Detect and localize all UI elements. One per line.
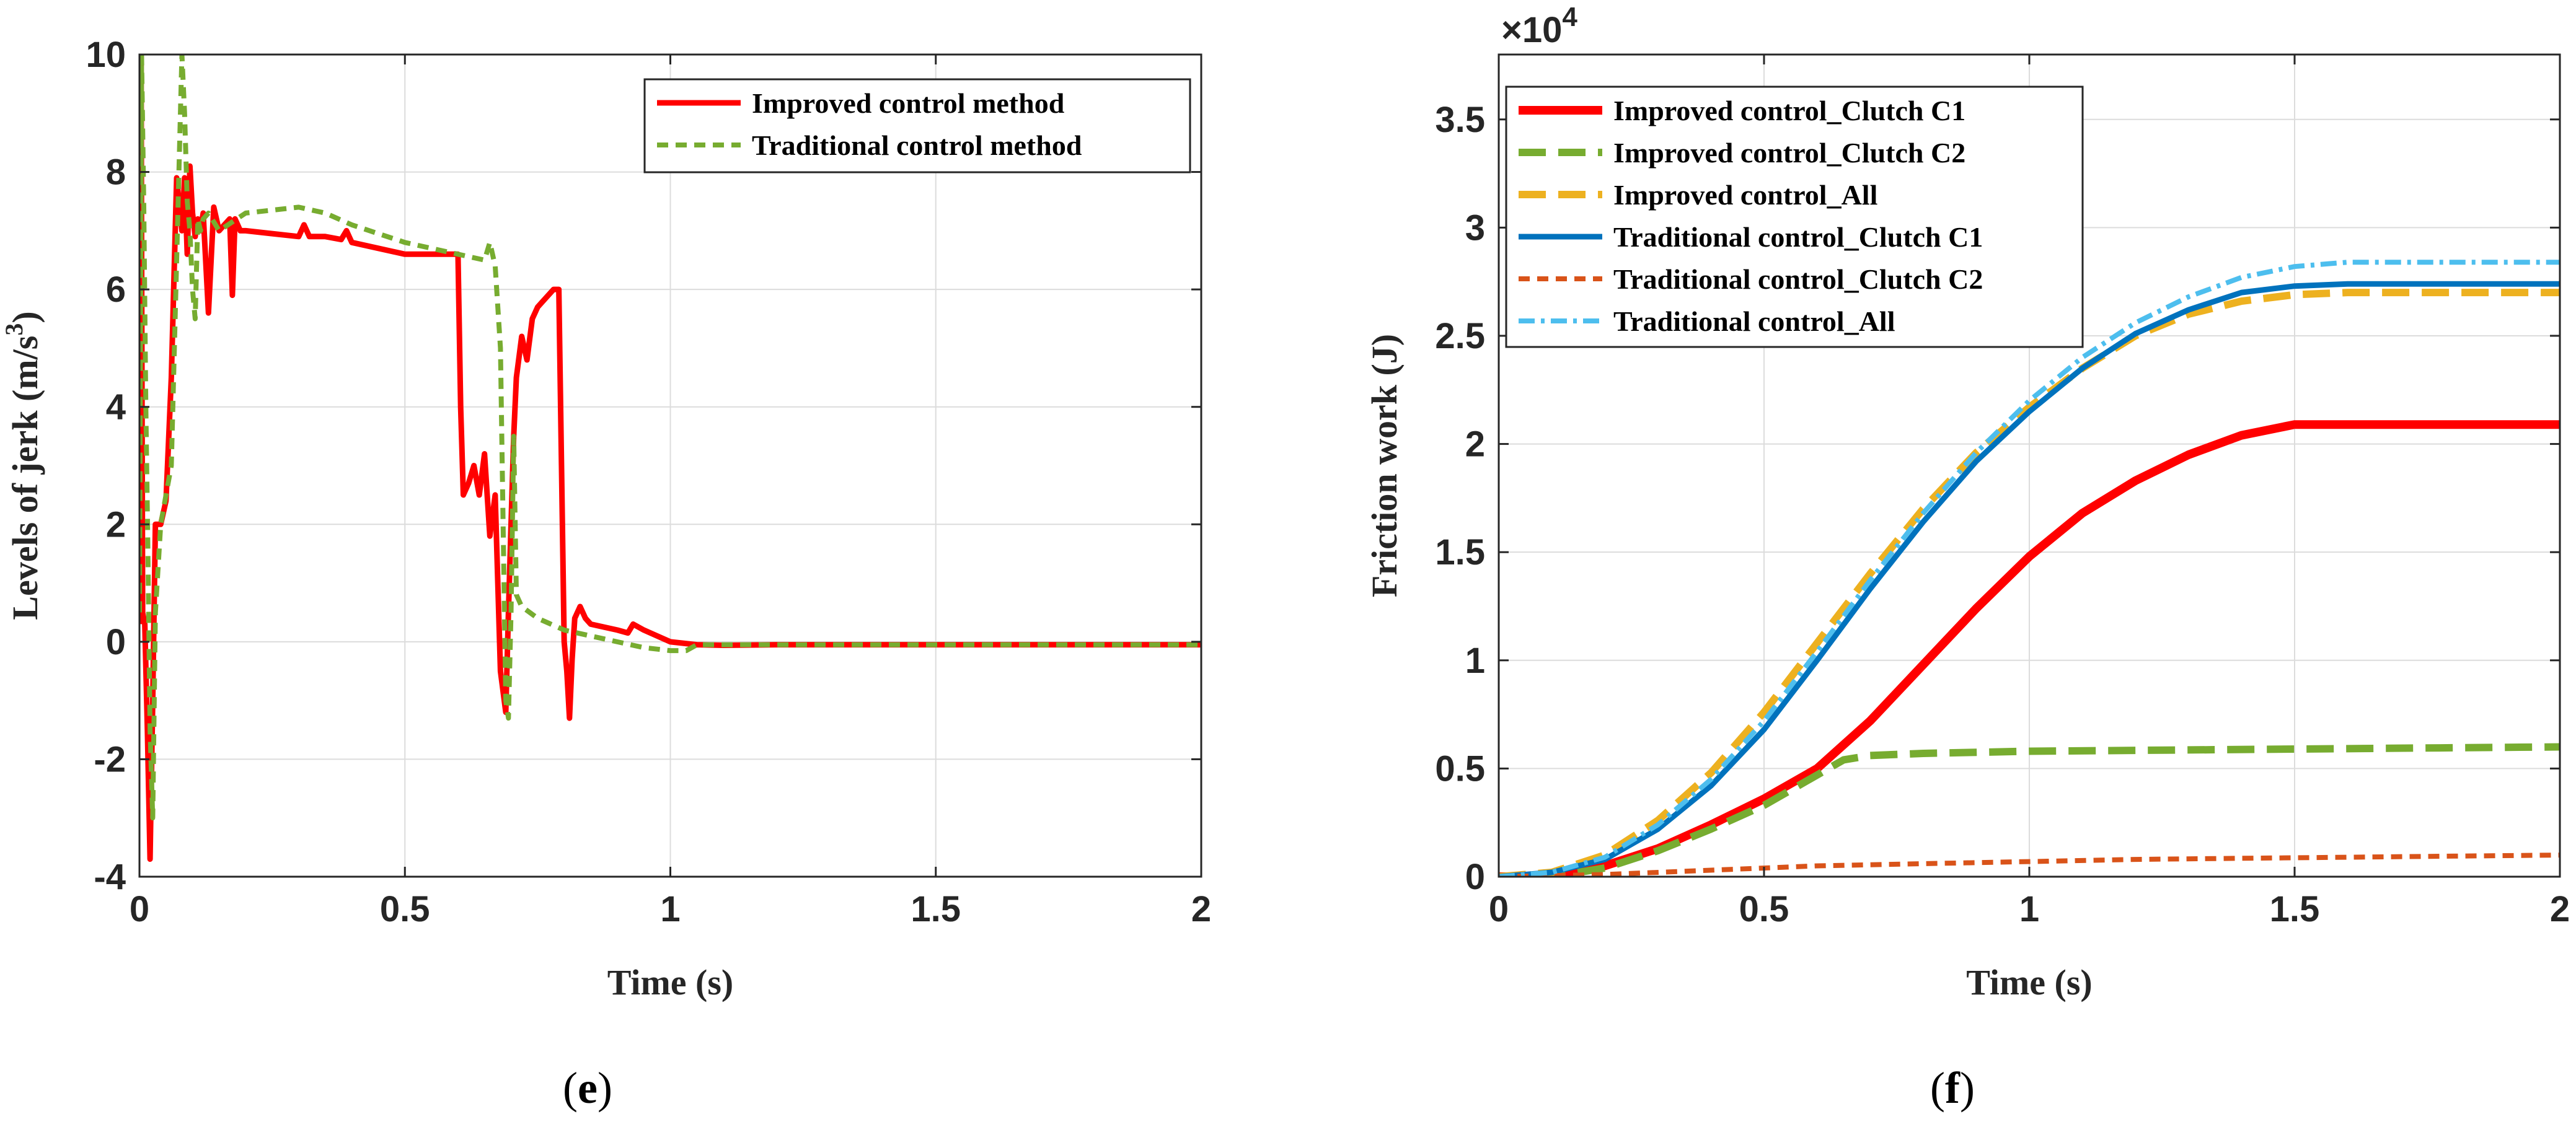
chart-e-legend-box (643, 78, 1191, 173)
panel-f-label: (f) (1930, 1063, 1975, 1113)
chart-f-series-group (1499, 260, 2560, 877)
chart-f-y-tick-label: 0.5 (1435, 748, 1485, 789)
chart-e-x-tick-label: 1 (660, 889, 680, 929)
chart-f-x-tick-label: 1.5 (2270, 889, 2320, 929)
chart-e-y-tick-label: 0 (106, 622, 126, 662)
chart-e-y-tick-label: 2 (106, 504, 126, 545)
chart-f-y-tick-label: 2 (1465, 424, 1485, 465)
chart-e-y-tick-label: -4 (94, 857, 126, 897)
chart-f-y-axis-label: Friction work (J) (1364, 334, 1405, 597)
chart-e-x-tick-label: 0 (130, 889, 149, 929)
chart-e-y-tick-label: 4 (106, 387, 126, 428)
chart-f-legend-box (1505, 86, 2084, 348)
chart-f-y-tick-label: 2.5 (1435, 316, 1485, 356)
chart-f-legend-label-4: Traditional control_Clutch C1 (1613, 221, 1983, 253)
chart-e-y-axis-label: Levels of jerk (m/s3) (0, 311, 45, 620)
chart-f-x-axis-label: Time (s) (1966, 962, 2093, 1002)
chart-f-legend: Improved control_Clutch C1 Improved contr… (1505, 86, 2084, 348)
chart-f-series-line-2 (1499, 743, 2560, 877)
chart-e-series-line-2 (139, 55, 1201, 821)
chart-f-y-tick-label: 1.5 (1435, 532, 1485, 572)
chart-f-x-tick-label: 0 (1489, 889, 1509, 929)
chart-f-series-line-4 (1499, 281, 2560, 877)
chart-e-y-tick-label: 6 (106, 270, 126, 310)
chart-f-series-line-6 (1499, 260, 2560, 877)
chart-f-series-line-3 (1499, 289, 2560, 877)
chart-e-y-tick-label: 10 (86, 35, 126, 75)
chart-f-x-tick-label: 1 (2019, 889, 2039, 929)
chart-e-x-tick-label: 1.5 (911, 889, 961, 929)
chart-e-series-line-1 (139, 55, 1201, 862)
chart-e-x-tick-label: 2 (1191, 889, 1211, 929)
chart-e-y-tick-label: 8 (106, 152, 126, 193)
chart-e-legend-label-2: Traditional control method (752, 129, 1082, 161)
chart-f-legend-label-3: Improved control_All (1613, 179, 1877, 211)
chart-e-series-group (139, 55, 1201, 862)
chart-f-x-tick-label: 2 (2550, 889, 2570, 929)
chart-f-y-exponent: ×104 (1501, 2, 1577, 50)
chart-e-x-axis-label: Time (s) (607, 962, 734, 1002)
chart-f-y-tick-label: 1 (1465, 641, 1485, 681)
chart-e-x-tick-label: 0.5 (380, 889, 430, 929)
chart-f-legend-label-6: Traditional control_All (1613, 305, 1895, 337)
chart-f-legend-label-2: Improved control_Clutch C2 (1613, 137, 1965, 169)
chart-f-y-tick-label: 3.5 (1435, 100, 1485, 140)
chart-e-legend-label-1: Improved control method (752, 87, 1065, 119)
chart-f-series-line-5 (1499, 853, 2560, 877)
chart-f-legend-label-1: Improved control_Clutch C1 (1613, 95, 1965, 126)
chart-e-legend: Improved control method Traditional contr… (643, 78, 1191, 173)
chart-f-x-tick-label: 0.5 (1739, 889, 1789, 929)
panel-e-label: (e) (563, 1063, 612, 1113)
chart-e-y-tick-label: -2 (94, 739, 126, 779)
chart-f-legend-label-5: Traditional control_Clutch C2 (1613, 263, 1983, 295)
chart-f-y-tick-label: 3 (1465, 208, 1485, 248)
chart-f-y-tick-label: 0 (1465, 857, 1485, 897)
